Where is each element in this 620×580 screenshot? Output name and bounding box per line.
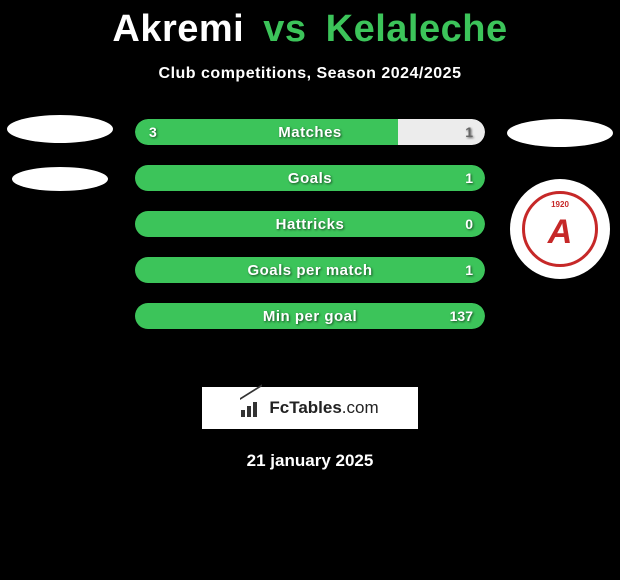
stat-label: Hattricks — [135, 216, 485, 233]
avatar-placeholder — [507, 119, 613, 147]
right-avatar-col: 1920 A — [500, 119, 620, 147]
stat-bar: Hattricks0 — [135, 211, 485, 237]
brand-box[interactable]: FcTables.com — [202, 387, 418, 429]
vs-label: vs — [263, 8, 306, 50]
brand-name: FcTables — [269, 398, 341, 417]
stat-bar: Min per goal137 — [135, 303, 485, 329]
subtitle: Club competitions, Season 2024/2025 — [0, 65, 620, 83]
snapshot-date: 21 january 2025 — [0, 451, 620, 471]
avatar-placeholder — [7, 115, 113, 143]
brand-text: FcTables.com — [269, 398, 378, 418]
stat-label: Min per goal — [135, 308, 485, 325]
stats-arena: 1920 A Matches31Goals1Hattricks0Goals pe… — [0, 119, 620, 369]
club-badge-inner: 1920 A — [522, 191, 598, 267]
club-badge: 1920 A — [510, 179, 610, 279]
page-title: Akremi vs Kelaleche — [0, 0, 620, 51]
stat-right-value: 1 — [465, 165, 473, 191]
avatar-placeholder — [12, 167, 108, 191]
stat-bars: Matches31Goals1Hattricks0Goals per match… — [135, 119, 485, 349]
stat-bar: Goals per match1 — [135, 257, 485, 283]
stat-label: Matches — [135, 124, 485, 141]
stat-right-value: 137 — [450, 303, 473, 329]
player1-name: Akremi — [112, 8, 244, 50]
stat-bar: Goals1 — [135, 165, 485, 191]
brand-tld: .com — [342, 398, 379, 417]
stat-left-value: 3 — [149, 119, 157, 145]
badge-letter: A — [548, 215, 573, 249]
stat-right-value: 1 — [465, 257, 473, 283]
stat-right-value: 1 — [465, 119, 473, 145]
badge-year: 1920 — [551, 200, 569, 209]
stat-label: Goals per match — [135, 262, 485, 279]
stat-label: Goals — [135, 170, 485, 187]
stat-bar: Matches3 1 — [135, 119, 485, 145]
player2-name: Kelaleche — [326, 8, 508, 50]
stat-right-value: 0 — [465, 211, 473, 237]
left-avatar-col — [0, 119, 120, 191]
brand-chart-icon — [241, 399, 263, 417]
